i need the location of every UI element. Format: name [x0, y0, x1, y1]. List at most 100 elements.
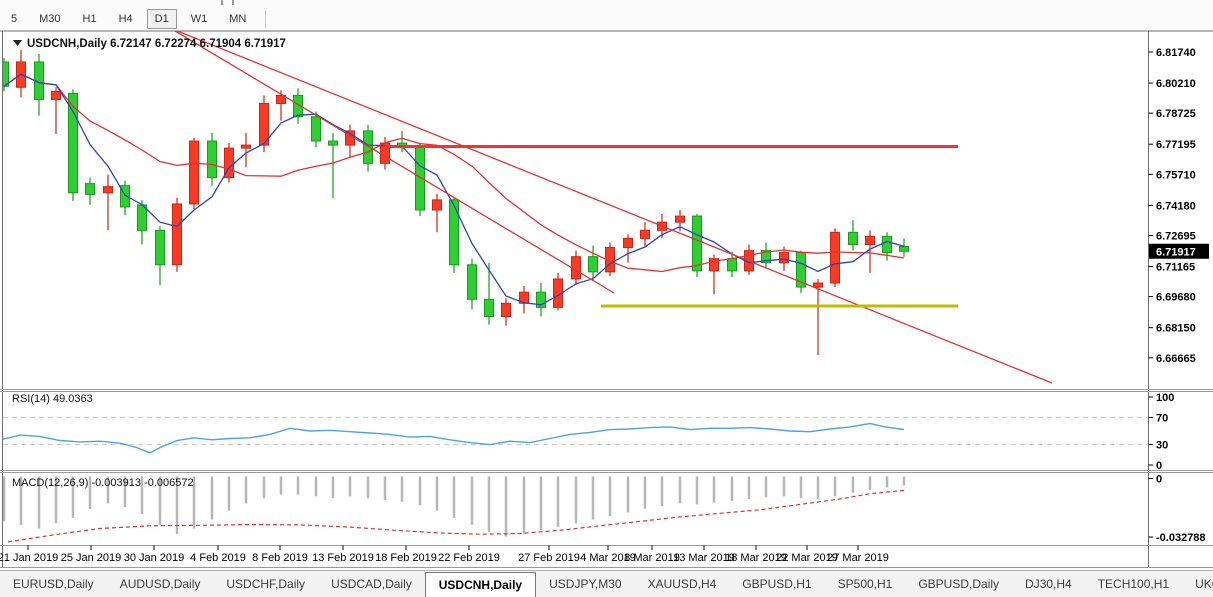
tab-tech100-h1[interactable]: TECH100,H1	[1097, 577, 1170, 591]
timeframe-button-5[interactable]: 5	[11, 13, 18, 25]
macd-axis-label: -0.032788	[1156, 532, 1206, 544]
candle-body	[467, 264, 477, 300]
timeframe-button-mn[interactable]: MN	[229, 13, 247, 25]
candle-body	[51, 90, 61, 100]
date-label: 21 Jan 2019	[0, 552, 58, 564]
price-axis-label: 6.69680	[1156, 292, 1196, 304]
date-label: 4 Mar 2019	[580, 552, 636, 564]
candle-body	[189, 140, 199, 205]
candle-body	[484, 298, 494, 318]
candle-body	[830, 231, 840, 284]
timeframe-button-h1[interactable]: H1	[82, 13, 97, 25]
candle-body	[899, 246, 909, 252]
candle-body	[155, 229, 165, 266]
candle-body	[882, 235, 892, 254]
candle-body	[207, 140, 217, 179]
date-label: 27 Feb 2019	[518, 552, 580, 564]
price-axis-label: 6.68150	[1156, 323, 1196, 335]
date-label: 22 Feb 2019	[438, 552, 500, 564]
toolbar-separator	[265, 10, 267, 28]
rsi-line	[3, 422, 905, 454]
tab-usdchf-daily[interactable]: USDCHF,Daily	[226, 577, 306, 591]
tab-audusd-daily[interactable]: AUDUSD,Daily	[119, 577, 201, 591]
candle-body	[761, 250, 771, 264]
timeframe-button-d1[interactable]: D1	[146, 9, 177, 29]
toolbar-remnant-icon	[221, 0, 234, 5]
candle-body	[813, 282, 823, 288]
price-axis-label: 6.81740	[1156, 47, 1196, 59]
tab-xauusd-h4[interactable]: XAUUSD,H4	[647, 577, 717, 591]
timeframe-button-w1[interactable]: W1	[190, 13, 208, 25]
date-label: 8 Feb 2019	[252, 552, 308, 564]
rsi-axis-label: 30	[1156, 440, 1168, 452]
price-badge	[1149, 243, 1209, 259]
tab-ukc[interactable]: UKC	[1195, 577, 1213, 591]
candle-body	[675, 215, 685, 223]
candle-body	[727, 258, 737, 272]
date-label: 30 Jan 2019	[124, 552, 185, 564]
candle-body	[293, 94, 303, 118]
tab-gbpusd-daily[interactable]: GBPUSD,Daily	[918, 577, 1000, 591]
rsi-axis-label: 0	[1156, 460, 1162, 472]
candle-body	[640, 229, 650, 239]
chart-canvas[interactable]: 6.81740 6.80210 6.78725 6.77195 6.75710 6.741…	[0, 30, 1213, 570]
chart-tabs: EURUSD,Daily AUDUSD,Daily USDCHF,Daily USDC…	[0, 570, 1213, 597]
candles-layer	[3, 49, 909, 356]
candle-body	[588, 256, 598, 273]
candle-body	[536, 291, 546, 308]
timeframe-button-h4[interactable]: H4	[118, 13, 133, 25]
chart-window: 6.81740 6.80210 6.78725 6.77195 6.75710 6.741…	[0, 30, 1213, 570]
candle-body	[311, 116, 321, 142]
candle-body	[172, 203, 182, 266]
chart-menu-arrow-icon[interactable]	[13, 40, 22, 46]
price-axis-label: 6.74180	[1156, 200, 1196, 212]
tab-usdcad-daily[interactable]: USDCAD,Daily	[331, 577, 412, 591]
candle-body	[137, 204, 147, 231]
date-label: 27 Mar 2019	[827, 552, 889, 564]
date-label: 8 Mar 2019	[624, 552, 680, 564]
price-badge-value: 6.71917	[1156, 247, 1196, 259]
candle-body	[848, 231, 858, 245]
date-label: 25 Jan 2019	[61, 552, 122, 564]
date-label: 18 Mar 2019	[725, 552, 787, 564]
timeframe-button-m30[interactable]: M30	[39, 13, 61, 25]
tab-sp500-h1[interactable]: SP500,H1	[837, 577, 893, 591]
macd-signal-line	[7, 489, 906, 543]
candle-body	[68, 92, 78, 194]
date-label: 18 Feb 2019	[375, 552, 437, 564]
main-price-panel	[3, 30, 1053, 384]
candle-body	[623, 237, 633, 249]
price-axis-label: 6.75710	[1156, 169, 1196, 181]
candle-body	[85, 183, 95, 195]
date-label: 22 Mar 2019	[776, 552, 838, 564]
candle-body	[865, 235, 875, 245]
price-axis-label: 6.77195	[1156, 139, 1196, 151]
tab-usdjpy-m30[interactable]: USDJPY,M30	[549, 577, 622, 591]
descending-trendline-long[interactable]	[170, 30, 1053, 384]
tab-gbpusd-h1[interactable]: GBPUSD,H1	[742, 577, 812, 591]
price-axis-label: 6.66665	[1156, 353, 1196, 365]
top-strip	[0, 0, 1213, 8]
price-axis-label: 6.71165	[1156, 262, 1195, 274]
candle-body	[709, 258, 719, 272]
rsi-panel	[3, 416, 1148, 454]
candle-body	[276, 94, 286, 105]
tab-eurusd-daily[interactable]: EURUSD,Daily	[13, 577, 94, 591]
descending-trendline-steep[interactable]	[160, 30, 615, 294]
candle-body	[363, 130, 373, 164]
rsi-axis-label: 70	[1156, 412, 1168, 424]
ma-fast-line	[3, 73, 905, 306]
date-label: 4 Feb 2019	[190, 552, 246, 564]
tab-dj30-h4[interactable]: DJ30,H4	[1025, 577, 1072, 591]
candle-body	[241, 144, 251, 149]
price-axis-label: 6.80210	[1156, 78, 1196, 90]
price-axis-label: 6.72695	[1156, 230, 1196, 242]
candle-body	[120, 185, 130, 208]
macd-axis-label: 0	[1156, 474, 1162, 486]
candle-body	[328, 140, 338, 146]
candle-body	[224, 147, 234, 179]
date-label: 13 Feb 2019	[312, 552, 374, 564]
rsi-label: RSI(14) 49.0363	[12, 393, 93, 405]
candle-body	[692, 215, 702, 272]
tab-usdcnh-daily[interactable]: USDCNH,Daily	[424, 572, 537, 597]
